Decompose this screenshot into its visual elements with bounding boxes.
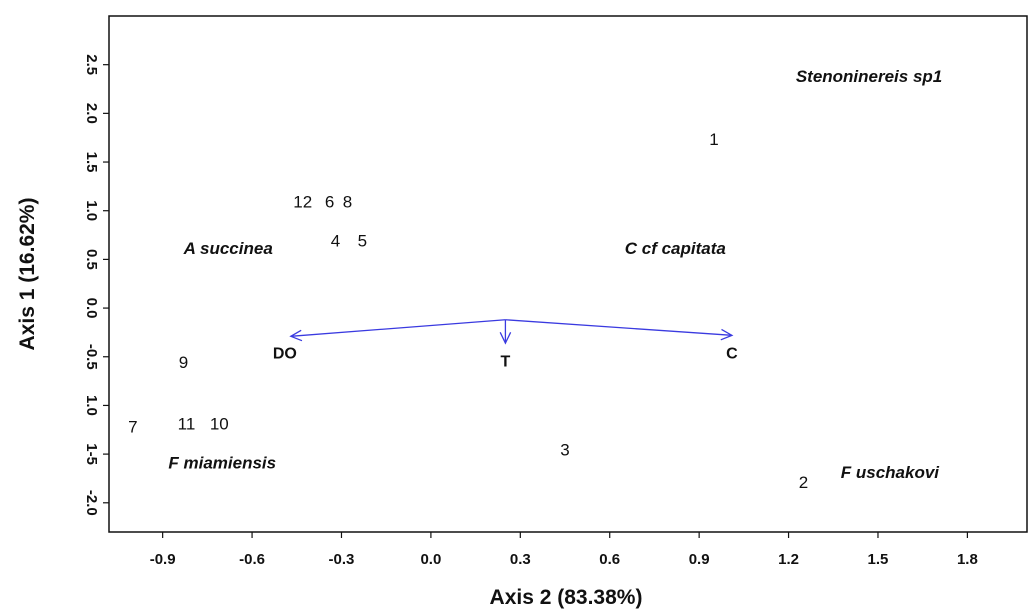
x-tick-label: 1.2: [778, 551, 799, 568]
vector-label-c: C: [726, 346, 738, 363]
x-tick-label: -0.3: [329, 551, 355, 568]
species-label: Stenoninereis sp1: [796, 67, 942, 86]
x-tick-label: 0.0: [420, 551, 441, 568]
site-label: 8: [343, 192, 352, 211]
site-label: 2: [799, 473, 808, 492]
y-tick-label: 0.5: [83, 249, 100, 270]
y-axis: -2.0 1-5 1.0 -0.5 0.0 0.5 1.0 1.5 2.0 2.5: [83, 54, 109, 516]
site-label: 1: [709, 130, 718, 149]
vector-arrowhead: [499, 332, 512, 345]
vector-c: [505, 319, 732, 336]
y-axis-title: Axis 1 (16.62%): [16, 198, 39, 351]
site-label: 4: [331, 231, 340, 250]
x-axis-title: Axis 2 (83.38%): [490, 586, 643, 609]
species-label: F uschakovi: [841, 463, 941, 482]
x-tick-label: -0.9: [150, 551, 176, 568]
species-label: A succinea: [183, 239, 273, 258]
y-tick-label: 2.5: [83, 54, 100, 75]
site-label: 9: [179, 353, 188, 372]
site-label: 6: [325, 192, 334, 211]
site-scores: 1 12 6 8 4 5 9 7 11 10 3 2: [128, 130, 808, 492]
site-label: 3: [560, 441, 569, 460]
site-label: 11: [178, 414, 196, 433]
y-tick-label: 1.0: [83, 200, 100, 221]
y-tick-label: 2.0: [83, 103, 100, 124]
y-tick-label: -2.0: [83, 490, 100, 516]
y-tick-label: -0.5: [83, 344, 100, 370]
environmental-vectors: DO T C: [273, 319, 738, 370]
x-axis: -0.9 -0.6 -0.3 0.0 0.3 0.6 0.9 1.2 1.5 1.8: [150, 532, 978, 568]
vector-arrowhead: [720, 328, 734, 341]
y-tick-label: 1.0: [83, 395, 100, 416]
species-label: F miamiensis: [168, 453, 276, 472]
x-tick-label: -0.6: [239, 551, 265, 568]
y-tick-label: 0.0: [83, 298, 100, 319]
y-tick-label: 1-5: [83, 443, 100, 465]
vector-label-t: T: [501, 353, 511, 370]
plot-frame: [108, 15, 1028, 533]
site-label: 5: [358, 231, 367, 250]
vector-label-do: DO: [273, 346, 297, 363]
site-label: 12: [293, 192, 312, 211]
vector-do: [290, 319, 506, 337]
x-tick-label: 1.8: [957, 551, 978, 568]
species-label: C cf capitata: [625, 239, 726, 258]
vector-arrowhead: [289, 329, 303, 342]
x-tick-label: 0.9: [689, 551, 710, 568]
x-tick-label: 1.5: [868, 551, 889, 568]
site-label: 10: [210, 414, 229, 433]
x-tick-label: 0.6: [599, 551, 620, 568]
y-tick-label: 1.5: [83, 152, 100, 173]
species-scores: Stenoninereis sp1 A succinea C cf capitata…: [168, 67, 942, 482]
x-tick-label: 0.3: [510, 551, 531, 568]
site-label: 7: [128, 417, 137, 436]
